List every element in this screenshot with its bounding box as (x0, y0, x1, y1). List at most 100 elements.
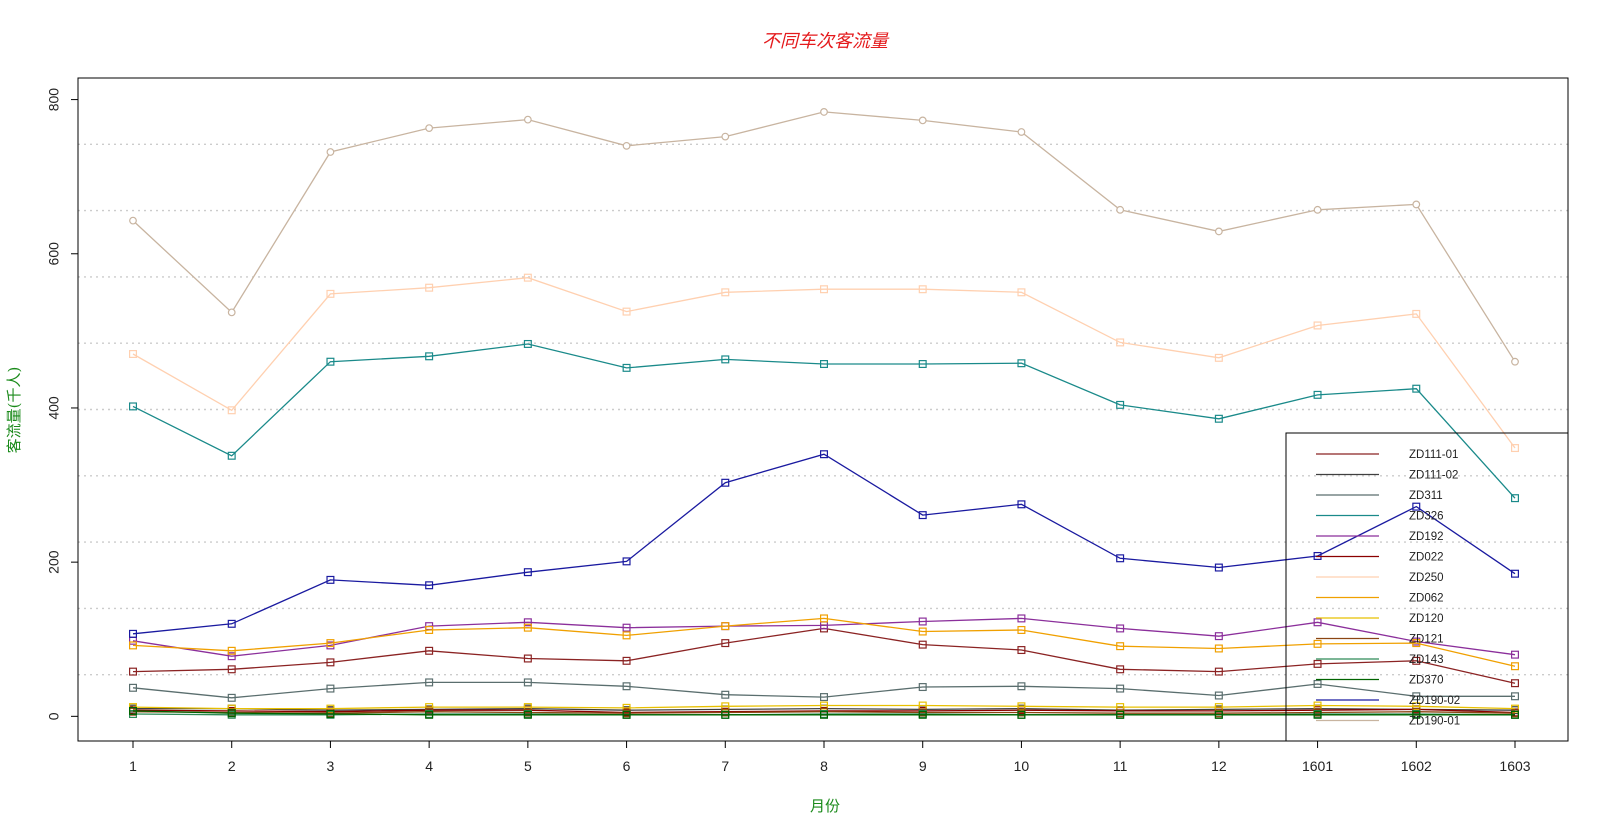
legend-label: ZD111-01 (1409, 449, 1458, 461)
data-point (820, 108, 828, 116)
data-point (819, 693, 828, 702)
x-tick-label: 1603 (1499, 758, 1530, 774)
x-tick-label: 3 (327, 758, 335, 774)
data-point (425, 646, 434, 655)
data-point (1412, 200, 1421, 209)
data-point (523, 678, 532, 687)
y-tick-label: 400 (46, 396, 62, 420)
y-tick-label: 800 (46, 88, 62, 112)
data-point (1017, 682, 1026, 691)
data-point (1412, 710, 1421, 719)
y-axis: 0 200 400 600 800 (46, 88, 79, 720)
data-point (1116, 624, 1125, 633)
data-point (1214, 353, 1223, 362)
data-point (227, 308, 236, 317)
data-point (129, 629, 138, 638)
x-tick-label: 8 (820, 758, 828, 774)
data-point (227, 619, 236, 628)
data-point (1313, 659, 1322, 668)
data-point (1017, 646, 1026, 655)
data-point (523, 339, 532, 348)
series-lines (129, 108, 1519, 719)
series-zd190-02 (129, 450, 1519, 638)
legend-label: ZD370 (1409, 675, 1444, 687)
data-point (523, 618, 532, 627)
data-point (1017, 710, 1026, 719)
y-tick-label: 0 (46, 712, 62, 720)
data-point (918, 511, 927, 520)
legend-label: ZD022 (1409, 552, 1444, 564)
data-point (326, 148, 335, 156)
data-point (721, 622, 730, 631)
data-point (326, 639, 335, 648)
series-line (132, 277, 1516, 449)
data-point (1017, 288, 1026, 297)
data-point (918, 627, 927, 636)
data-point (523, 273, 532, 282)
data-point (918, 617, 927, 626)
data-point (1412, 502, 1421, 511)
data-point (227, 693, 236, 702)
data-point (1116, 710, 1125, 719)
series-zd111-01 (129, 624, 1519, 688)
data-point (1214, 644, 1223, 653)
data-point (721, 288, 730, 297)
data-point (129, 706, 138, 715)
data-point (1214, 227, 1223, 236)
data-point (918, 640, 927, 649)
data-point (622, 710, 631, 719)
data-point (326, 710, 335, 719)
data-point (622, 557, 631, 566)
data-point (1017, 128, 1026, 136)
data-point (227, 451, 236, 460)
data-point (1510, 494, 1519, 503)
data-point (721, 702, 730, 711)
x-tick-label: 7 (721, 758, 729, 774)
data-point (721, 710, 730, 719)
series-line (132, 704, 1516, 710)
data-point (721, 355, 730, 364)
data-point (819, 710, 828, 719)
series-zd326 (129, 339, 1519, 503)
legend-label: ZD111-02 (1409, 470, 1458, 482)
data-point (1510, 679, 1519, 688)
data-point (1313, 390, 1322, 399)
data-point (425, 124, 434, 133)
series-line (132, 343, 1516, 499)
data-point (1214, 703, 1223, 712)
data-point (1116, 400, 1125, 409)
x-tick-label: 11 (1113, 758, 1128, 774)
data-point (819, 701, 828, 710)
data-point (721, 478, 730, 487)
data-point (129, 641, 138, 650)
data-point (326, 289, 335, 298)
data-point (1017, 625, 1026, 634)
data-point (425, 352, 434, 361)
x-tick-label: 2 (228, 758, 236, 774)
x-tick-label: 6 (623, 758, 631, 774)
data-point (918, 683, 927, 692)
data-point (1116, 554, 1125, 563)
data-point (1412, 656, 1421, 665)
data-point (622, 631, 631, 640)
data-point (326, 575, 335, 584)
data-point (425, 625, 434, 634)
data-point (129, 667, 138, 676)
x-tick-label: 12 (1211, 758, 1227, 774)
series-zd311 (129, 678, 1519, 702)
data-point (227, 709, 236, 718)
series-line (132, 111, 1516, 363)
data-point (721, 690, 730, 699)
legend-label: ZD143 (1409, 654, 1444, 666)
data-point (1017, 702, 1026, 711)
data-point (1313, 205, 1322, 214)
x-tick-label: 5 (524, 758, 532, 774)
series-zd120 (129, 701, 1519, 713)
data-point (1116, 703, 1125, 712)
data-point (1510, 710, 1519, 719)
data-point (622, 307, 631, 316)
data-point (1510, 704, 1519, 713)
data-point (523, 115, 532, 124)
legend-label: ZD192 (1409, 531, 1444, 543)
